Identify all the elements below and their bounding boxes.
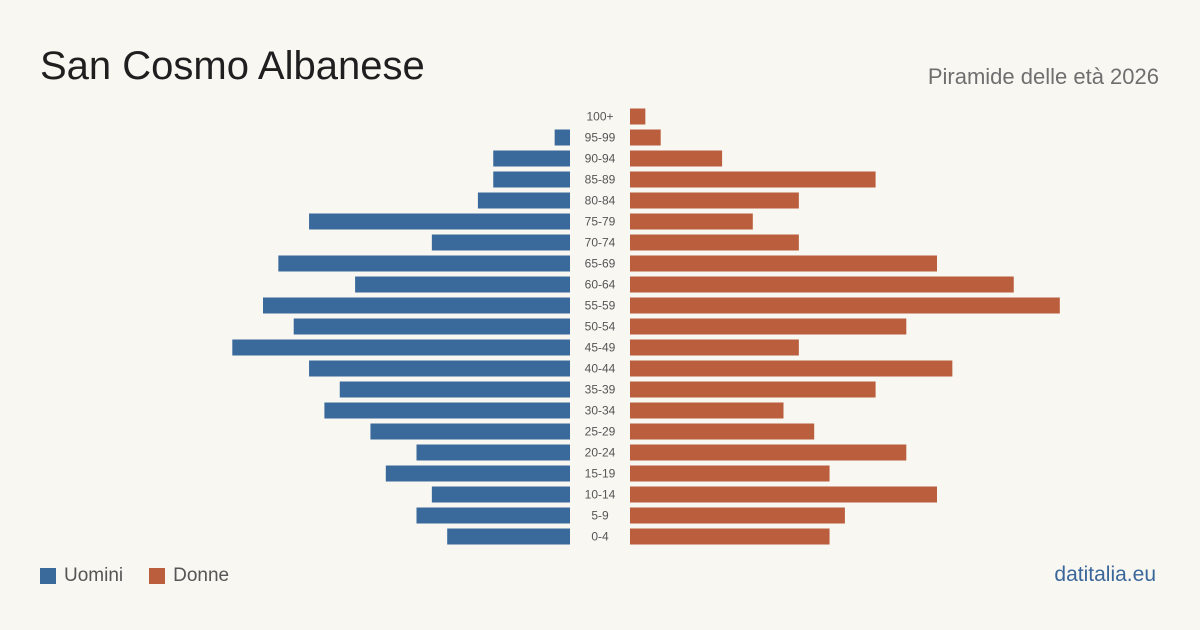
bar-women-5-9 [630,507,845,524]
bar-women-10-14 [630,486,937,503]
bar-women-70-74 [630,234,799,251]
bar-men-95-99 [554,129,570,146]
bar-men-25-29 [370,423,570,440]
age-label-25-29: 25-29 [585,425,616,439]
legend-swatch-women [149,568,166,584]
bar-women-50-54 [630,318,907,335]
bar-men-35-39 [339,381,570,398]
bar-men-75-79 [309,213,570,230]
age-label-45-49: 45-49 [585,341,616,355]
age-label-15-19: 15-19 [585,467,616,481]
bar-women-35-39 [630,381,876,398]
bar-men-85-89 [493,171,570,188]
bar-women-80-84 [630,192,799,209]
age-label-35-39: 35-39 [585,383,616,397]
age-label-85-89: 85-89 [585,173,616,187]
bar-men-90-94 [493,150,570,167]
bar-women-85-89 [630,171,876,188]
source-link[interactable]: datitalia.eu [1054,563,1156,586]
bar-women-0-4 [630,528,830,545]
legend-swatch-men [40,568,56,584]
bar-men-60-64 [355,276,570,293]
age-label-95-99: 95-99 [585,131,616,145]
bar-men-10-14 [431,486,570,503]
bar-women-55-59 [630,297,1060,314]
bar-men-5-9 [416,507,570,524]
bar-men-50-54 [293,318,570,335]
legend-item-men: Uomini [40,565,123,587]
legend: Uomini Donne [40,565,255,587]
bar-women-90-94 [630,150,723,167]
age-label-70-74: 70-74 [585,236,616,250]
age-label-65-69: 65-69 [585,257,616,271]
age-label-75-79: 75-79 [585,215,616,229]
bar-men-30-34 [324,402,570,419]
bar-women-15-19 [630,465,830,482]
bar-women-30-34 [630,402,784,419]
age-label-55-59: 55-59 [585,299,616,313]
bar-men-55-59 [263,297,570,314]
age-label-20-24: 20-24 [585,446,616,460]
age-label-40-44: 40-44 [585,362,616,376]
age-label-100plus: 100+ [586,110,613,124]
age-label-10-14: 10-14 [585,488,616,502]
bar-men-65-69 [278,255,570,272]
bar-women-20-24 [630,444,907,461]
age-label-5-9: 5-9 [591,509,609,523]
bar-women-60-64 [630,276,1014,293]
bar-men-15-19 [385,465,570,482]
bar-men-45-49 [232,339,571,356]
legend-item-women: Donne [149,565,229,587]
bar-women-95-99 [630,129,661,146]
chart-title: San Cosmo Albanese [40,44,425,88]
age-label-60-64: 60-64 [585,278,616,292]
age-label-80-84: 80-84 [585,194,616,208]
bar-men-40-44 [309,360,570,377]
bar-men-80-84 [477,192,570,209]
bar-men-20-24 [416,444,570,461]
age-label-30-34: 30-34 [585,404,616,418]
bar-women-65-69 [630,255,937,272]
bar-women-75-79 [630,213,753,230]
chart-subtitle: Piramide delle età 2026 [927,64,1159,89]
bar-men-70-74 [431,234,570,251]
bar-women-25-29 [630,423,815,440]
age-label-0-4: 0-4 [591,530,609,544]
legend-label-men: Uomini [64,565,124,586]
legend-label-women: Donne [173,565,230,586]
age-label-90-94: 90-94 [585,152,616,166]
bar-women-45-49 [630,339,799,356]
bar-women-40-44 [630,360,953,377]
bar-women-100plus [630,108,646,125]
bar-men-0-4 [447,528,570,545]
age-label-50-54: 50-54 [585,320,616,334]
